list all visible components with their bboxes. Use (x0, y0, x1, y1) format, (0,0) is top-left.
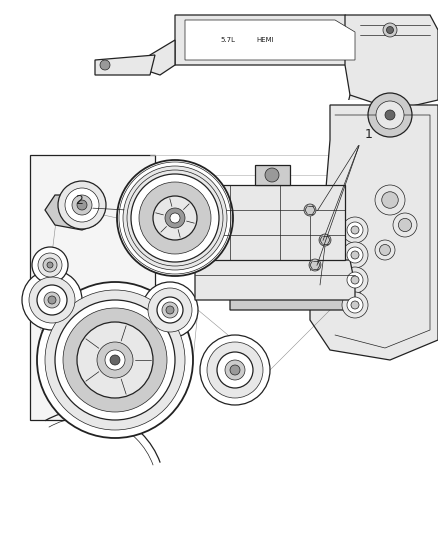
Circle shape (347, 272, 363, 288)
Circle shape (47, 262, 53, 268)
Circle shape (230, 365, 240, 375)
Circle shape (77, 322, 153, 398)
Circle shape (376, 101, 404, 129)
Text: 2: 2 (75, 193, 83, 206)
Text: HEMI: HEMI (256, 37, 274, 43)
Circle shape (170, 213, 180, 223)
Circle shape (97, 342, 133, 378)
Polygon shape (145, 40, 175, 75)
Circle shape (342, 217, 368, 243)
Circle shape (165, 208, 185, 228)
Circle shape (38, 253, 62, 277)
Circle shape (347, 247, 363, 263)
Circle shape (351, 276, 359, 284)
Circle shape (45, 290, 185, 430)
Circle shape (351, 226, 359, 234)
Circle shape (342, 292, 368, 318)
Circle shape (142, 282, 198, 338)
Circle shape (65, 188, 99, 222)
Circle shape (217, 352, 253, 388)
Polygon shape (330, 95, 438, 340)
Circle shape (63, 308, 167, 412)
Circle shape (55, 300, 175, 420)
Circle shape (347, 297, 363, 313)
Polygon shape (345, 15, 438, 110)
Circle shape (105, 350, 125, 370)
Circle shape (375, 185, 405, 215)
Circle shape (386, 27, 393, 34)
Circle shape (153, 196, 197, 240)
Polygon shape (195, 260, 355, 300)
Circle shape (117, 160, 233, 276)
Circle shape (131, 174, 219, 262)
Circle shape (37, 282, 193, 438)
Polygon shape (230, 260, 360, 310)
Circle shape (166, 306, 174, 314)
Polygon shape (185, 20, 355, 60)
Circle shape (100, 60, 110, 70)
Circle shape (58, 181, 106, 229)
Circle shape (351, 251, 359, 259)
Circle shape (157, 297, 183, 323)
Circle shape (342, 267, 368, 293)
Circle shape (368, 93, 412, 137)
Circle shape (29, 277, 75, 323)
Circle shape (225, 360, 245, 380)
Circle shape (383, 23, 397, 37)
Circle shape (22, 270, 82, 330)
Text: 5.7L: 5.7L (220, 37, 235, 43)
Circle shape (48, 296, 56, 304)
Circle shape (148, 288, 192, 332)
Polygon shape (30, 100, 438, 533)
Circle shape (385, 110, 395, 120)
Text: 1: 1 (365, 128, 373, 141)
Polygon shape (95, 55, 155, 75)
Circle shape (265, 168, 279, 182)
Polygon shape (200, 185, 345, 260)
Polygon shape (30, 155, 155, 420)
Circle shape (375, 240, 395, 260)
Circle shape (351, 301, 359, 309)
Circle shape (123, 166, 227, 270)
Circle shape (43, 258, 57, 272)
Circle shape (200, 335, 270, 405)
Circle shape (319, 234, 331, 246)
Circle shape (379, 245, 391, 255)
Circle shape (32, 247, 68, 283)
Circle shape (162, 302, 178, 318)
Circle shape (304, 204, 316, 216)
Polygon shape (45, 195, 95, 230)
Circle shape (207, 342, 263, 398)
Circle shape (342, 242, 368, 268)
Circle shape (393, 213, 417, 237)
Polygon shape (255, 165, 290, 185)
Circle shape (110, 355, 120, 365)
Circle shape (139, 182, 211, 254)
Circle shape (37, 285, 67, 315)
Circle shape (399, 219, 412, 232)
Polygon shape (310, 105, 438, 360)
Circle shape (347, 222, 363, 238)
Circle shape (72, 195, 92, 215)
Circle shape (382, 192, 398, 208)
Circle shape (77, 200, 87, 210)
Polygon shape (175, 15, 370, 65)
Circle shape (44, 292, 60, 308)
Circle shape (309, 259, 321, 271)
